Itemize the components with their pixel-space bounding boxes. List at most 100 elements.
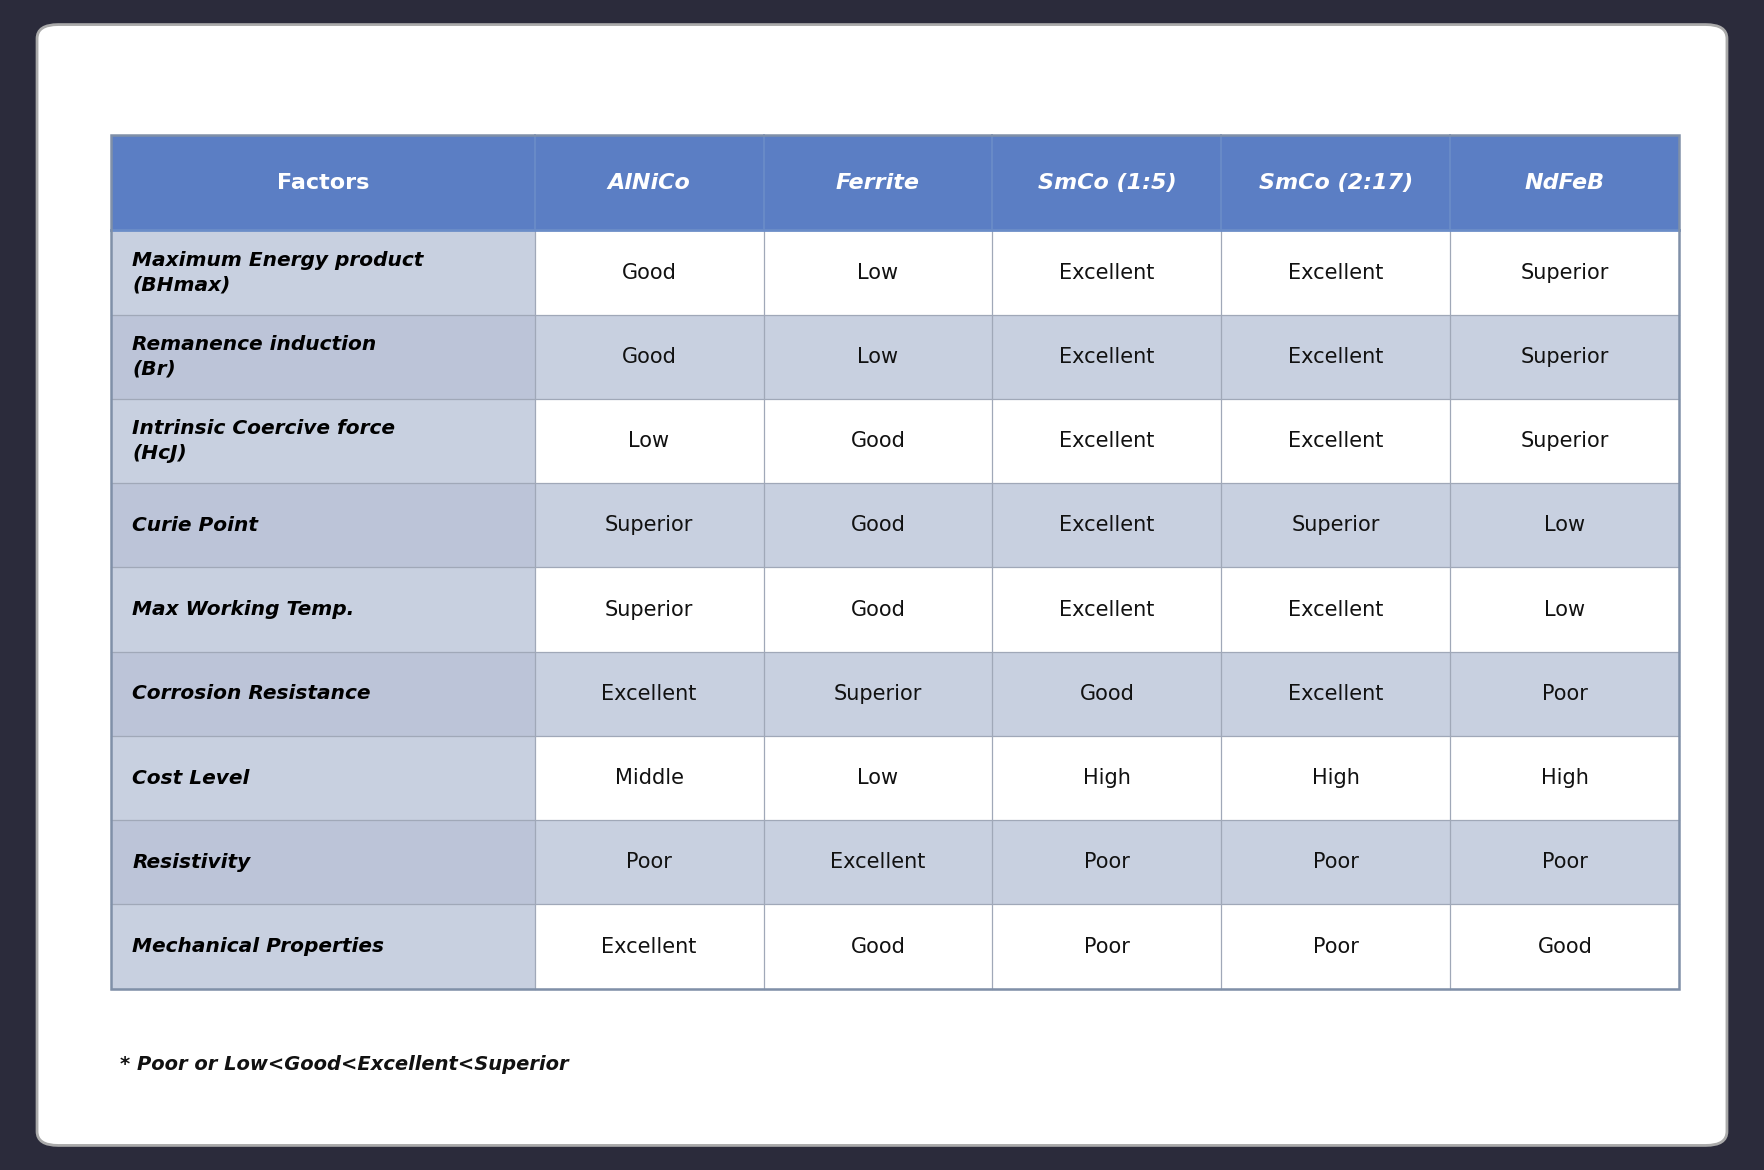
Text: Resistivity: Resistivity	[132, 853, 250, 872]
Bar	[764, 652, 993, 736]
Bar	[764, 820, 993, 904]
Text: Excellent: Excellent	[1288, 262, 1383, 283]
Text: Superior: Superior	[605, 599, 693, 620]
Text: Cost Level: Cost Level	[132, 769, 250, 787]
Text: AlNiCo: AlNiCo	[607, 172, 690, 193]
Text: Excellent: Excellent	[1288, 431, 1383, 452]
Text: Poor: Poor	[1542, 852, 1588, 873]
Bar	[764, 483, 993, 567]
Text: High: High	[1542, 768, 1589, 789]
Bar	[1450, 230, 1679, 315]
Text: Max Working Temp.: Max Working Temp.	[132, 600, 355, 619]
Bar	[764, 904, 993, 989]
Text: Poor: Poor	[1542, 683, 1588, 704]
Text: Low: Low	[628, 431, 670, 452]
Bar	[1221, 652, 1450, 736]
Text: Excellent: Excellent	[1058, 599, 1155, 620]
Text: Excellent: Excellent	[1288, 599, 1383, 620]
Bar	[993, 820, 1221, 904]
Bar	[534, 135, 764, 230]
Bar	[534, 567, 764, 652]
Bar	[764, 567, 993, 652]
Bar	[1450, 399, 1679, 483]
Bar	[993, 652, 1221, 736]
Text: Excellent: Excellent	[1058, 262, 1155, 283]
Bar	[993, 483, 1221, 567]
Text: Poor: Poor	[626, 852, 672, 873]
Text: High: High	[1083, 768, 1131, 789]
Bar	[1450, 135, 1679, 230]
Text: High: High	[1312, 768, 1360, 789]
Text: Good: Good	[621, 262, 676, 283]
Text: Low: Low	[857, 346, 898, 367]
Bar	[764, 399, 993, 483]
Text: Factors: Factors	[277, 172, 369, 193]
Bar	[764, 230, 993, 315]
Text: Poor: Poor	[1085, 852, 1131, 873]
Text: Good: Good	[850, 431, 905, 452]
Text: Superior: Superior	[1521, 346, 1609, 367]
Bar	[534, 904, 764, 989]
Bar	[1221, 135, 1450, 230]
FancyBboxPatch shape	[37, 25, 1727, 1145]
Bar	[1450, 820, 1679, 904]
Bar	[534, 820, 764, 904]
Text: Intrinsic Coercive force
(HcJ): Intrinsic Coercive force (HcJ)	[132, 420, 395, 462]
Text: Mechanical Properties: Mechanical Properties	[132, 937, 385, 956]
Text: Excellent: Excellent	[1288, 346, 1383, 367]
Bar	[764, 135, 993, 230]
Bar	[993, 567, 1221, 652]
Text: Remanence induction
(Br): Remanence induction (Br)	[132, 336, 376, 378]
Bar	[111, 652, 534, 736]
Text: Poor: Poor	[1312, 936, 1358, 957]
Text: Excellent: Excellent	[1058, 431, 1155, 452]
Text: Good: Good	[1538, 936, 1593, 957]
Text: Excellent: Excellent	[1288, 683, 1383, 704]
Bar	[1450, 483, 1679, 567]
Bar	[111, 736, 534, 820]
Text: NdFeB: NdFeB	[1524, 172, 1605, 193]
Text: Excellent: Excellent	[1058, 346, 1155, 367]
Bar	[1221, 315, 1450, 399]
Text: Superior: Superior	[1521, 431, 1609, 452]
Text: Excellent: Excellent	[1058, 515, 1155, 536]
Bar	[993, 399, 1221, 483]
Bar	[764, 315, 993, 399]
Bar	[111, 820, 534, 904]
Text: Good: Good	[850, 599, 905, 620]
Bar	[534, 399, 764, 483]
Text: Excellent: Excellent	[831, 852, 926, 873]
Bar	[764, 736, 993, 820]
Text: Low: Low	[857, 768, 898, 789]
Text: Superior: Superior	[834, 683, 923, 704]
Bar	[993, 736, 1221, 820]
Text: Curie Point: Curie Point	[132, 516, 258, 535]
Bar	[111, 315, 534, 399]
Bar	[993, 135, 1221, 230]
Text: Low: Low	[1544, 515, 1586, 536]
Bar	[1221, 230, 1450, 315]
Bar	[111, 135, 534, 230]
Text: Good: Good	[850, 515, 905, 536]
Text: Superior: Superior	[1521, 262, 1609, 283]
Text: Low: Low	[857, 262, 898, 283]
Text: Superior: Superior	[1291, 515, 1379, 536]
Text: Excellent: Excellent	[602, 936, 697, 957]
Bar	[993, 904, 1221, 989]
Text: Middle: Middle	[614, 768, 683, 789]
Bar	[534, 230, 764, 315]
Bar	[1221, 399, 1450, 483]
Bar	[111, 904, 534, 989]
Bar	[993, 230, 1221, 315]
Bar	[1450, 736, 1679, 820]
Bar	[111, 567, 534, 652]
Text: Good: Good	[850, 936, 905, 957]
Bar	[534, 736, 764, 820]
Text: SmCo (1:5): SmCo (1:5)	[1037, 172, 1177, 193]
Bar	[1450, 652, 1679, 736]
Bar	[534, 483, 764, 567]
Bar	[1221, 567, 1450, 652]
Bar	[534, 315, 764, 399]
Text: * Poor or Low<Good<Excellent<Superior: * Poor or Low<Good<Excellent<Superior	[120, 1055, 568, 1074]
Bar	[1450, 904, 1679, 989]
